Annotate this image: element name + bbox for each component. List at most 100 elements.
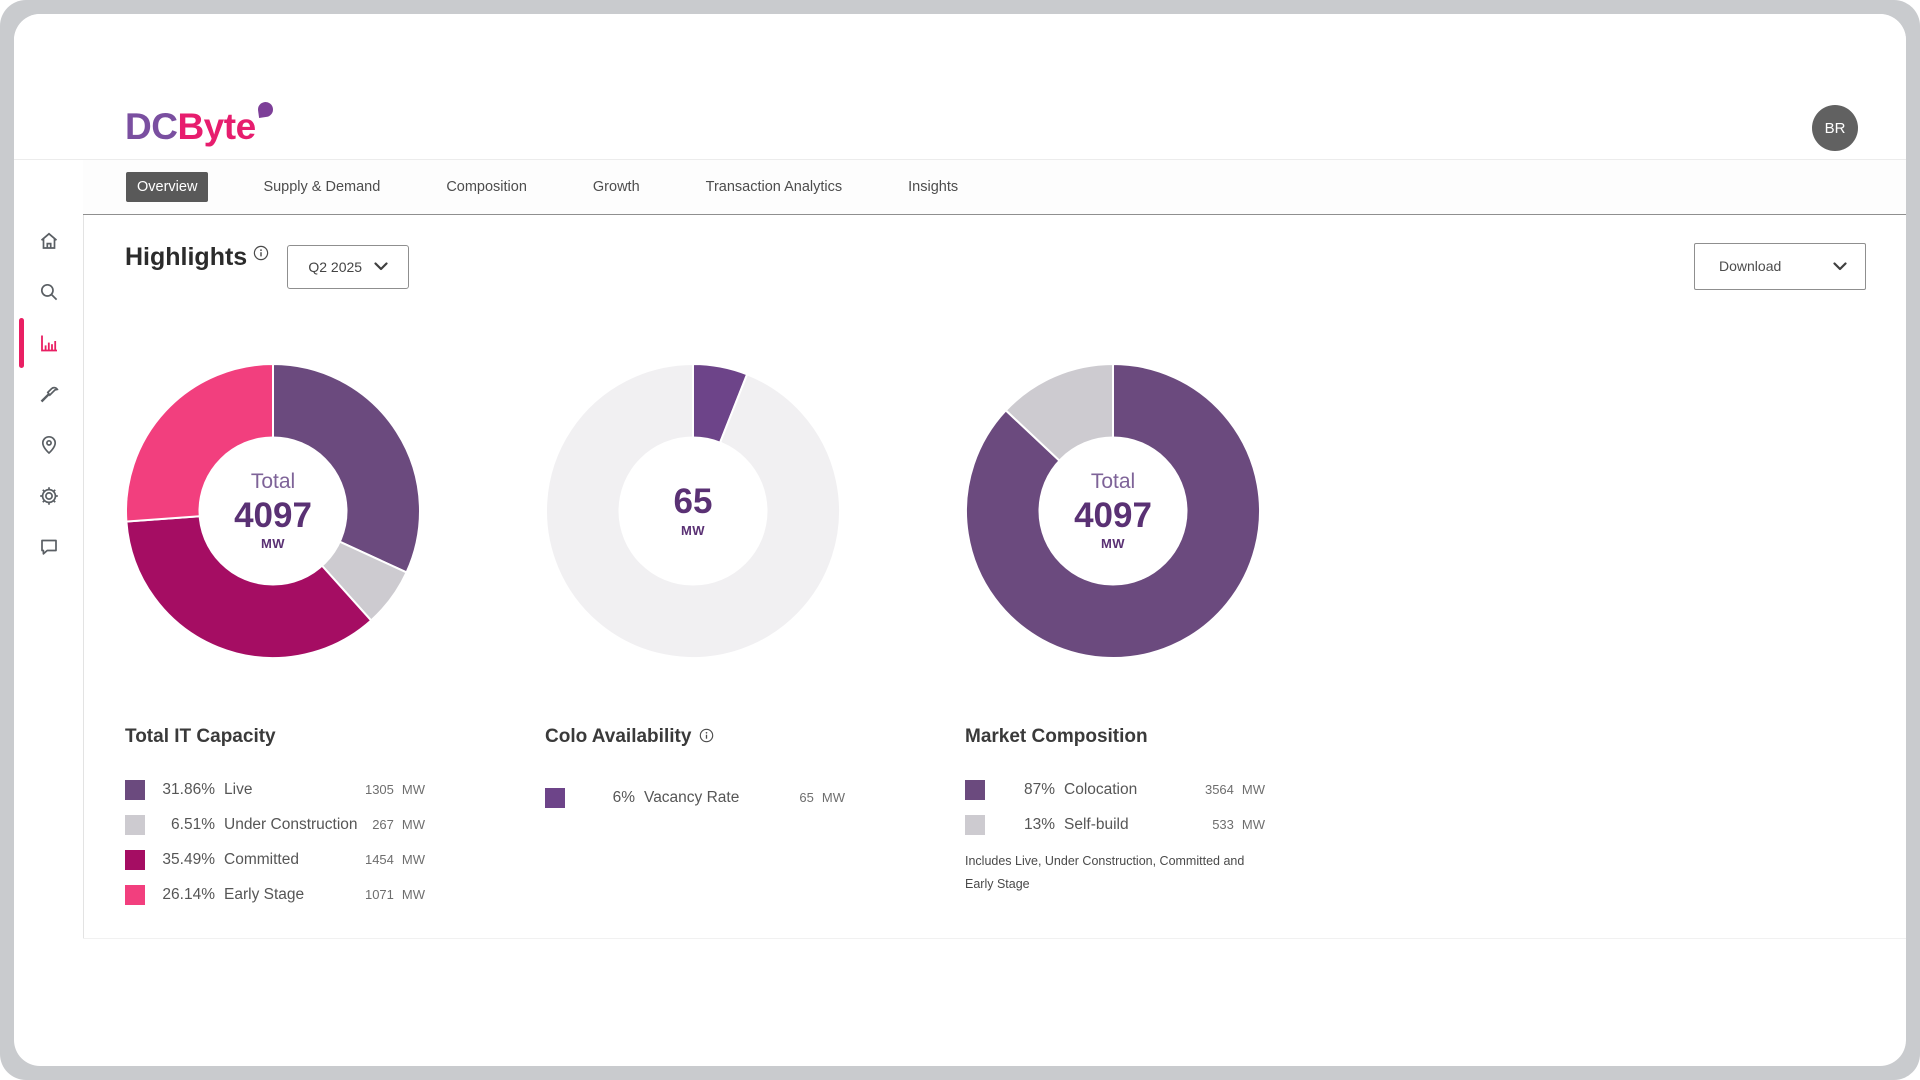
tab-transaction-analytics[interactable]: Transaction Analytics [695,172,853,202]
legend-swatch [965,779,985,800]
chart-title: Total IT Capacity [125,726,276,747]
body-row: Overview Supply & Demand Composition Growth… [14,160,1906,1066]
home-icon [40,232,57,249]
legend-swatch [125,779,145,800]
legend-item-live[interactable]: 31.86% Live 1305 MW [125,772,425,807]
content-bottom-divider [83,938,1906,939]
donut-colo-availability: 65 MW [545,363,841,659]
legend-percent: 35.49% [162,850,215,868]
tab-growth[interactable]: Growth [582,172,651,202]
legend-unit: MW [821,790,845,805]
app-card: DC Byte BR [14,14,1906,1066]
sidebar-item-locations[interactable] [27,423,71,467]
legend-item-under-construction[interactable]: 6.51% Under Construction 267 MW [125,807,425,842]
legend-value: 1454 [364,852,394,867]
colo-availability-donut-hole [618,436,768,586]
legend-market-composition: 87% Colocation 3564 MW 13% Self-build 533 MW [965,772,1265,842]
logo-text-byte: Byte [177,106,256,147]
chart-footnote: Includes Live, Under Construction, Commi… [965,854,1245,891]
donut-market-composition: Total 4097 MW [965,363,1261,659]
sidebar-divider [83,160,84,938]
sidebar-item-analytics[interactable] [19,318,71,368]
tab-supply-demand[interactable]: Supply & Demand [252,172,391,202]
chart-title-row: Total IT Capacity [125,726,545,748]
charts-row: Total 4097 MW Total IT Capacity 31.86% Li… [125,363,1866,912]
legend-unit: MW [401,817,425,832]
chart-title-row: Market Composition [965,726,1385,748]
hammer-icon [40,386,59,403]
chart-title: Colo Availability [545,726,692,747]
legend-label: Under Construction [224,815,358,833]
highlights-row: Highlights Q2 2025 [125,242,1866,290]
dcbyte-logo: DC Byte [125,101,274,147]
sidebar-item-settings[interactable] [27,474,71,518]
logo-leaf-icon [256,101,274,118]
sidebar-item-build[interactable] [27,372,71,416]
donut-chart [545,363,841,659]
legend-value: 3564 [1204,782,1234,797]
legend-percent: 31.86% [162,780,215,798]
donut-chart [125,363,421,659]
avatar[interactable]: BR [1812,105,1858,151]
legend-swatch [125,814,145,835]
legend-label: Colocation [1064,780,1138,798]
legend-value: 533 [1212,817,1234,832]
legend-unit: MW [401,782,425,797]
tab-composition[interactable]: Composition [435,172,538,202]
app-header: DC Byte BR [14,14,1906,160]
download-label: Download [1719,258,1782,274]
legend-percent: 87% [1023,780,1055,798]
total-it-capacity-donut-hole [198,436,348,586]
donut-total-it-capacity: Total 4097 MW [125,363,421,659]
tab-insights[interactable]: Insights [897,172,969,202]
legend-swatch [965,814,985,835]
total-it-capacity-segment-committed[interactable] [125,509,373,659]
legend-item-colocation[interactable]: 87% Colocation 3564 MW [965,772,1265,807]
chart-colo-availability: 65 MW Colo Availability [545,363,965,912]
legend-item-early-stage[interactable]: 26.14% Early Stage 1071 MW [125,877,425,912]
gear-icon [39,487,58,505]
legend-percent: 26.14% [162,885,215,903]
highlights-left: Highlights Q2 2025 [125,242,410,289]
tab-overview[interactable]: Overview [126,172,209,202]
search-icon [40,283,57,301]
sidebar [14,160,83,1066]
content: Highlights Q2 2025 [83,215,1906,912]
download-button[interactable]: Download [1694,242,1866,290]
chart-market-composition: Total 4097 MW Market Composition 87% Colo… [965,363,1385,912]
legend-label: Vacancy Rate [644,788,740,806]
legend-percent: 13% [1023,815,1055,833]
legend-value: 267 [372,817,394,832]
legend-value: 1305 [364,782,394,797]
sidebar-item-search[interactable] [27,270,71,314]
sidebar-item-home[interactable] [27,219,71,263]
legend-unit: MW [401,852,425,867]
legend-label: Early Stage [224,885,305,903]
legend-item-self-build[interactable]: 13% Self-build 533 MW [965,807,1265,842]
legend-item-committed[interactable]: 35.49% Committed 1454 MW [125,842,425,877]
period-select-value: Q2 2025 [308,258,363,275]
bar-chart-icon [40,335,57,352]
legend-unit: MW [1241,782,1265,797]
donut-chart [965,363,1261,659]
legend-item-vacancy-rate[interactable]: 6% Vacancy Rate 65 MW [545,780,845,815]
legend-swatch [125,884,145,905]
info-icon[interactable] [253,245,269,261]
chevron-down-icon [1833,261,1847,270]
legend-label: Self-build [1064,815,1129,833]
legend-unit: MW [1241,817,1265,832]
info-icon[interactable] [699,728,714,743]
chart-title: Market Composition [965,726,1148,747]
chevron-down-icon [374,262,388,271]
main-area: Overview Supply & Demand Composition Growth… [83,160,1906,1066]
legend-percent: 6.51% [171,815,215,833]
tab-strip: Overview Supply & Demand Composition Growth… [83,160,1906,215]
period-select[interactable]: Q2 2025 [287,244,410,289]
page-title: Highlights [125,242,248,271]
sidebar-item-feedback[interactable] [27,525,71,569]
logo-text-dc: DC [125,106,178,147]
legend-percent: 6% [612,788,635,806]
legend-label: Committed [224,850,299,868]
legend-label: Live [224,780,253,798]
